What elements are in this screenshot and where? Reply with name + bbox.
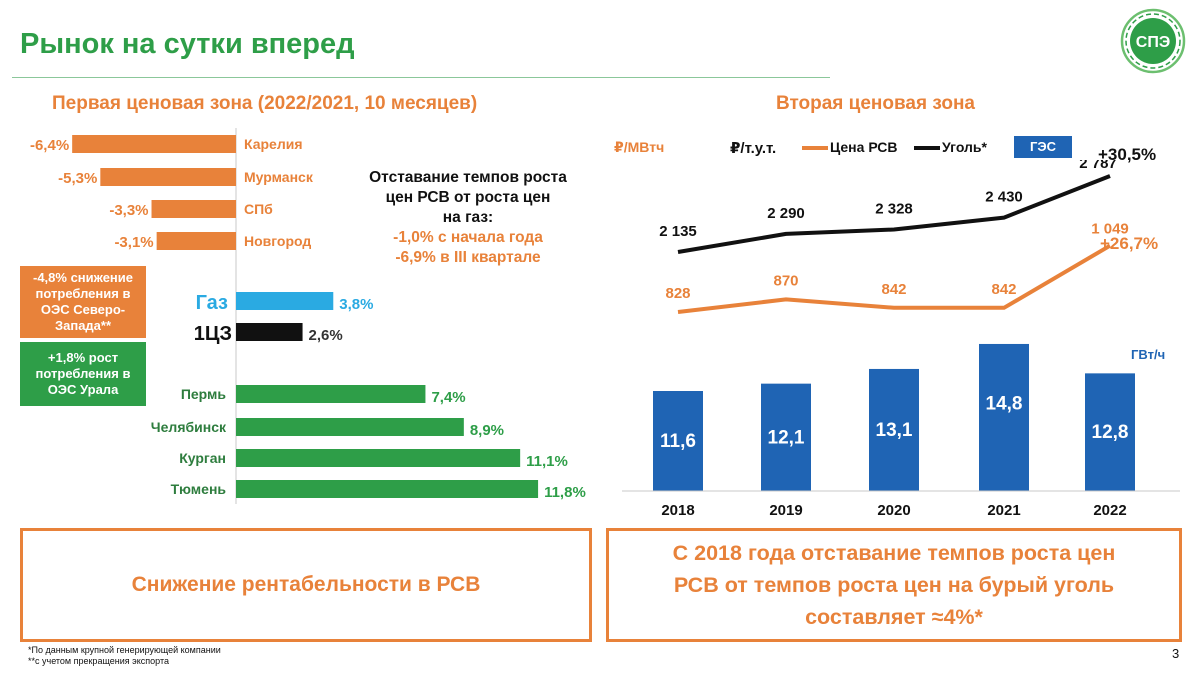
- line-rsv: [677, 243, 1112, 314]
- hbar-category-3: Новгород: [244, 233, 311, 249]
- x-tick-4: 2022: [1093, 502, 1126, 519]
- hbar-category-2: СПб: [244, 201, 273, 217]
- x-tick-1: 2019: [769, 502, 802, 519]
- ges-value-1: 12,1: [768, 427, 805, 448]
- conclusion-right-line3: составляет ≈4%*: [805, 605, 983, 629]
- conclusion-right: С 2018 года отставание темпов роста цен …: [606, 528, 1182, 642]
- hbar-category-0: Карелия: [244, 136, 303, 152]
- gas-lag-line2: цен РСВ от роста цен: [385, 189, 551, 206]
- hbar-4: [236, 292, 334, 310]
- hbar-value-2: -3,3%: [109, 202, 148, 219]
- ges-value-0: 11,6: [660, 431, 696, 452]
- rsv-label-4: 1 049: [1091, 221, 1129, 238]
- legend-series-coal: Уголь*: [942, 139, 987, 155]
- hbar-category-6: Пермь: [181, 386, 227, 402]
- legend-unit-rub-tut: ₽/т.у.т.: [730, 140, 777, 157]
- coal-label-3: 2 430: [985, 189, 1023, 206]
- growth-coal-label: +30,5%: [1098, 145, 1157, 164]
- hbar-2: [151, 200, 236, 218]
- ges-bar-0: [653, 391, 703, 491]
- hbar-9: [236, 480, 539, 498]
- hbar-category-7: Челябинск: [151, 419, 227, 435]
- hbar-category-9: Тюмень: [171, 481, 227, 497]
- coal-label-0: 2 135: [659, 223, 697, 240]
- hbar-value-1: -5,3%: [58, 170, 97, 187]
- legend-series-ges: ГЭС: [1014, 136, 1072, 158]
- coal-label-2: 2 328: [875, 200, 913, 217]
- hbar-category-8: Курган: [179, 450, 226, 466]
- ges-value-3: 14,8: [986, 393, 1023, 414]
- hbar-category-5: 1ЦЗ: [194, 323, 232, 345]
- legend-line-rsv: [802, 146, 828, 150]
- coal-label-1: 2 290: [767, 205, 805, 222]
- ges-bar-3: [979, 343, 1029, 491]
- logo-icon: СПЭ: [1120, 8, 1186, 74]
- rsv-label-3: 842: [991, 281, 1016, 298]
- legend-unit-rub-mwh: ₽/МВтч: [614, 139, 665, 155]
- hbar-5: [236, 323, 303, 341]
- x-tick-2: 2020: [877, 502, 910, 519]
- hbar-0: [72, 135, 236, 153]
- hbar-category-4: Газ: [196, 292, 228, 314]
- page-title: Рынок на сутки вперед: [20, 28, 355, 60]
- ges-value-4: 12,8: [1092, 422, 1129, 443]
- x-tick-3: 2021: [987, 502, 1020, 519]
- hbar-1: [100, 168, 236, 186]
- x-tick-0: 2018: [661, 502, 694, 519]
- hbar-value-5: 2,6%: [309, 327, 343, 344]
- hbar-value-8: 11,1%: [526, 453, 568, 470]
- right-combo-chart-svg: 2 135 2 290 2 328 2 430 2 787 828 870 842 842 1 0…: [622, 155, 1180, 519]
- ges-bar-1: [761, 383, 811, 491]
- left-bar-chart: -6,4% Карелия -5,3% Мурманск -3,3% СПб -3,1% Но…: [0, 128, 600, 508]
- hbar-value-3: -3,1%: [114, 234, 153, 251]
- gas-lag-line4: -1,0% с начала года: [345, 228, 591, 248]
- gas-lag-q3: -6,9% в III квартале: [395, 249, 541, 266]
- conclusion-right-line1: С 2018 года отставание темпов роста цен: [672, 541, 1116, 565]
- hbar-value-0: -6,4%: [30, 137, 69, 154]
- title-divider: [12, 77, 830, 78]
- hbar-value-7: 8,9%: [470, 422, 504, 439]
- ges-bar-2: [869, 368, 919, 491]
- hbar-value-6: 7,4%: [431, 389, 465, 406]
- growth-rsv-label: +26,7%: [1100, 234, 1159, 253]
- gas-lag-line1: Отставание темпов роста: [369, 169, 567, 186]
- hbar-value-4: 3,8%: [339, 296, 373, 313]
- footnote-2: **с учетом прекращения экспорта: [28, 656, 169, 666]
- note-box-ural: +1,8% рост потребления в ОЭС Урала: [20, 342, 146, 406]
- conclusion-right-line2: РСВ от темпов роста цен на бурый уголь: [673, 573, 1115, 597]
- gas-lag-line3: на газ:: [442, 209, 494, 226]
- hbar-category-1: Мурманск: [244, 169, 314, 185]
- company-logo: СПЭ: [1118, 6, 1188, 76]
- logo-text: СПЭ: [1136, 34, 1170, 51]
- ges-bar-4: [1085, 373, 1135, 491]
- gas-lag-text: Отставание темпов роста цен РСВ от роста…: [345, 168, 591, 268]
- rsv-label-1: 870: [773, 272, 798, 289]
- page-number: 3: [1172, 646, 1180, 661]
- note-box-northwest: -4,8% снижение потребления в ОЭС Северо-…: [20, 266, 146, 338]
- left-bar-chart-svg: -6,4% Карелия -5,3% Мурманск -3,3% СПб -3,1% Но…: [30, 128, 586, 504]
- gas-lag-line5: -6,9% в III квартале: [345, 248, 591, 268]
- hbar-3: [156, 232, 236, 250]
- left-chart-title: Первая ценовая зона (2022/2021, 10 месяц…: [52, 93, 478, 114]
- line-coal: [677, 174, 1111, 254]
- hbar-value-9: 11,8%: [544, 484, 586, 501]
- legend-series-rsv: Цена РСВ: [830, 139, 898, 155]
- hbar-6: [236, 385, 426, 403]
- gas-lag-ytd: -1,0% с начала года: [393, 229, 543, 246]
- rsv-label-0: 828: [665, 285, 690, 302]
- footnote-1: *По данным крупной генерирующей компании: [28, 645, 221, 655]
- ges-value-2: 13,1: [876, 420, 913, 441]
- hbar-7: [236, 418, 464, 436]
- rsv-label-2: 842: [881, 281, 906, 298]
- right-combo-chart: 2 135 2 290 2 328 2 430 2 787 828 870 842 842 1 0…: [610, 155, 1200, 520]
- bar-unit-label: ГВт/ч: [1131, 347, 1166, 362]
- coal-label-4: 2 787: [1079, 160, 1117, 172]
- conclusion-left: Снижение рентабельности в РСВ: [20, 528, 592, 642]
- right-chart-title: Вторая ценовая зона: [776, 93, 975, 114]
- hbar-8: [236, 449, 521, 467]
- legend-line-coal: [914, 146, 940, 150]
